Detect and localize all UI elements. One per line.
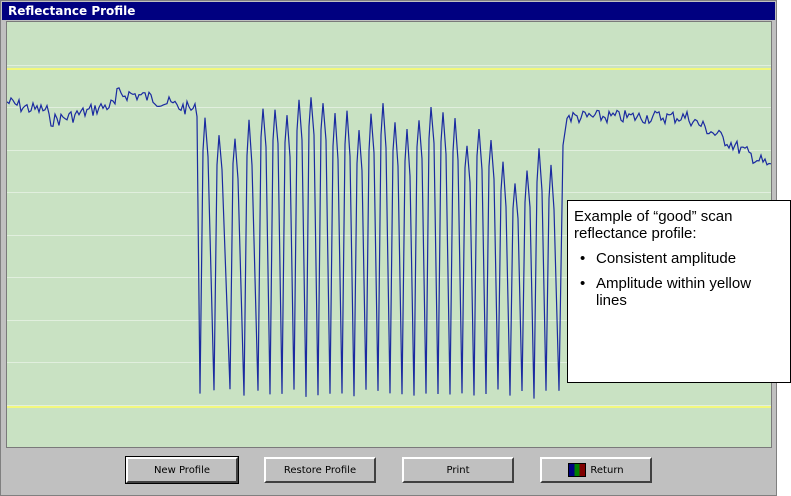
button-bar: New Profile Restore Profile Print Return [6,449,772,493]
return-icon [568,463,587,477]
print-button[interactable]: Print [402,457,514,483]
callout-bullet: • Consistent amplitude [574,250,784,267]
reflectance-trace [7,87,771,399]
bullet-glyph: • [580,275,586,292]
bullet-glyph: • [580,250,586,267]
annotation-callout: Example of “good” scan reflectance profi… [567,200,791,383]
new-profile-label: New Profile [153,464,211,476]
print-label: Print [446,464,470,476]
callout-bullet-text: Amplitude within yellow lines [596,275,752,309]
callout-bullet: • Amplitude within yellow lines [574,275,784,309]
callout-heading: Example of “good” scan reflectance profi… [574,208,733,242]
return-button[interactable]: Return [540,457,652,483]
reflectance-plot-canvas [7,65,771,408]
return-label: Return [590,464,624,476]
window-title: Reflectance Profile [2,2,775,20]
restore-profile-label: Restore Profile [283,464,357,476]
plot-gridlines [7,65,771,406]
callout-bullet-text: Consistent amplitude [596,250,737,267]
new-profile-button[interactable]: New Profile [125,456,239,484]
callout-bullet-list: • Consistent amplitude • Amplitude withi… [574,250,784,309]
restore-profile-button[interactable]: Restore Profile [264,457,376,483]
